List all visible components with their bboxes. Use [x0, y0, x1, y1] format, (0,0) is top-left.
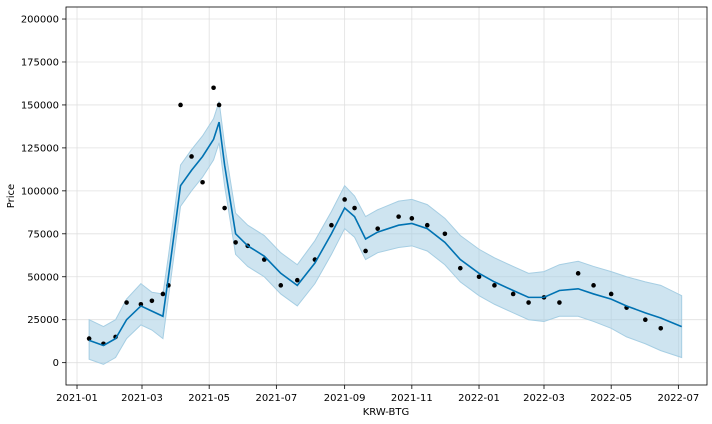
y-axis-label: Price	[6, 184, 17, 208]
y-tick-label: 75000	[27, 229, 59, 240]
y-tick-label: 150000	[21, 100, 59, 111]
observed-point	[352, 205, 357, 211]
x-tick-label: 2021-03	[121, 393, 163, 404]
forecast-line-layer	[88, 121, 682, 347]
uncertainty-band	[88, 101, 683, 365]
observed-point	[591, 283, 596, 288]
observed-point	[178, 102, 183, 108]
x-axis: 2021-01 2021-03 2021-05 2021-07 2021-09 2021-…	[56, 385, 699, 404]
y-tick-label: 175000	[21, 57, 59, 68]
observed-point	[375, 226, 380, 231]
observed-point	[442, 231, 448, 237]
y-tick-label: 25000	[27, 315, 59, 326]
observed-point	[424, 222, 430, 228]
observed-point	[575, 271, 581, 276]
observed-point	[233, 240, 238, 245]
y-tick-label: 50000	[27, 272, 59, 283]
observed-point	[200, 179, 205, 185]
observed-point	[608, 291, 614, 297]
observed-point	[643, 317, 648, 323]
y-axis: 0 25000 50000 75000 100000 125000 150000 175000…	[21, 15, 66, 369]
observed-point	[138, 301, 144, 307]
observed-point	[278, 283, 284, 288]
observed-point	[124, 300, 129, 305]
x-tick-label: 2022-03	[523, 393, 565, 404]
y-tick-label: 125000	[21, 143, 59, 154]
x-tick-label: 2022-01	[458, 393, 500, 404]
observed-point	[216, 102, 222, 108]
observed-point	[510, 291, 516, 297]
x-tick-label: 2021-05	[188, 393, 230, 404]
observed-points-layer	[86, 85, 664, 347]
y-tick-label: 200000	[21, 15, 59, 26]
x-axis-label: KRW-BTG	[363, 407, 410, 418]
uncertainty-band-layer	[88, 101, 683, 365]
forecast-line	[88, 121, 682, 347]
observed-point	[342, 197, 347, 202]
observed-point	[557, 300, 562, 305]
observed-point	[86, 336, 92, 341]
observed-point	[409, 216, 415, 221]
observed-point	[160, 291, 166, 297]
y-tick-label: 100000	[21, 186, 59, 197]
observed-point	[396, 214, 401, 219]
x-tick-label: 2022-07	[657, 393, 699, 404]
x-tick-label: 2021-09	[324, 393, 366, 404]
x-tick-label: 2021-07	[255, 393, 297, 404]
observed-point	[149, 298, 155, 304]
observed-point	[211, 85, 216, 91]
plot-frame	[65, 6, 708, 386]
observed-point	[658, 326, 664, 331]
y-tick-label: 0	[53, 358, 59, 369]
observed-point	[526, 300, 531, 305]
observed-point	[294, 277, 300, 283]
observed-point	[476, 274, 482, 280]
observed-point	[363, 248, 368, 254]
observed-point	[457, 265, 463, 271]
observed-point	[222, 205, 227, 211]
x-tick-label: 2021-01	[56, 393, 98, 404]
observed-point	[189, 154, 194, 159]
observed-point	[329, 222, 334, 228]
observed-point	[492, 283, 497, 288]
x-tick-label: 2022-05	[590, 393, 632, 404]
x-tick-label: 2021-11	[391, 393, 433, 404]
